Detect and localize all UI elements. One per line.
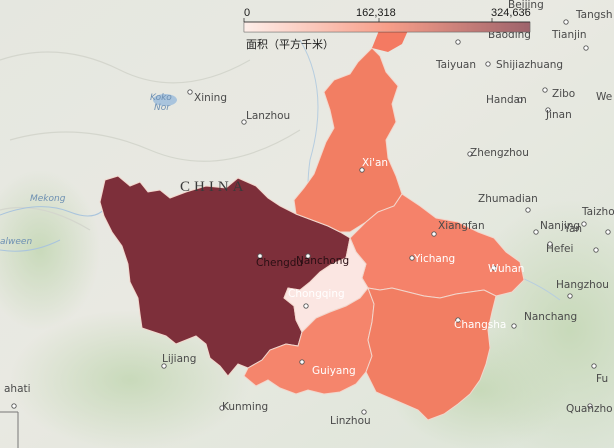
legend: 0 162,318 324,636 面积（平方千米） — [243, 7, 531, 51]
legend-overlay — [244, 22, 530, 32]
city-markers — [11, 19, 611, 415]
city-label-guiyang: Guiyang — [312, 365, 356, 377]
city-label-fuzhou: Fu — [596, 373, 608, 385]
city-label-linzhou: Linzhou — [330, 415, 371, 427]
city-label-xian: Xi'an — [362, 157, 388, 169]
region-hunan[interactable] — [365, 287, 497, 421]
city-label-taizhou: Taizho — [581, 206, 614, 218]
water-label-koko: Koko — [150, 93, 172, 103]
city-label-shijiazhuang: Shijiazhuang — [496, 59, 563, 71]
country-label: CHINA — [180, 179, 248, 195]
basemap-vegetation — [0, 170, 100, 330]
city-label-lijiang: Lijiang — [162, 353, 196, 365]
city-label-hangzhou: Hangzhou — [556, 279, 609, 291]
city-label-weifang: We — [596, 91, 612, 103]
city-label-chengdu: Chengdu — [256, 257, 303, 269]
city-label-zhengzhou: Zhengzhou — [470, 147, 529, 159]
city-label-nanchong: Nanchong — [296, 255, 349, 267]
city-label-yangzhou-partial: Yan — [563, 223, 582, 235]
city-label-yichang: Yichang — [413, 253, 455, 265]
city-label-taiyuan: Taiyuan — [435, 59, 476, 71]
city-label-xiangfan: Xiangfan — [438, 220, 485, 232]
city-label-kunming: Kunming — [222, 401, 268, 413]
city-label-lanzhou: Lanzhou — [246, 110, 290, 122]
legend-title: 面积（平方千米） — [246, 37, 334, 51]
legend-tick-label-2: 324,636 — [491, 7, 531, 19]
city-label-quanzhou: Quanzho — [566, 403, 613, 415]
region-shaanxi-north[interactable] — [372, 26, 410, 52]
water-label-nor: Nor — [154, 103, 171, 113]
city-label-nanchang: Nanchang — [524, 311, 577, 323]
city-label-hefei: Hefei — [546, 243, 573, 255]
lake-koko-nor — [153, 94, 177, 106]
city-label-chongqing: Chongqing — [288, 288, 345, 300]
legend-tick-label-1: 162,318 — [356, 7, 396, 19]
region-guizhou[interactable] — [243, 287, 375, 395]
city-label-changsha: Changsha — [454, 319, 506, 331]
city-label-jinan: Jinan — [545, 109, 572, 121]
region-shaanxi[interactable] — [293, 47, 403, 233]
city-label-nanjing: Nanjing — [540, 220, 580, 232]
city-label-beijing: Beijing — [508, 0, 544, 11]
river-salween — [0, 239, 61, 252]
basemap-vegetation — [10, 310, 250, 448]
city-label-guwahati: ahati — [4, 383, 31, 395]
legend-tick-label-0: 0 — [244, 7, 250, 19]
terrain-relief — [0, 51, 301, 231]
city-label-tangshan: Tangsh — [575, 9, 613, 21]
city-label-tianjin: Tianjin — [551, 29, 587, 41]
city-label-zhumadian: Zhumadian — [478, 193, 538, 205]
river-mekong — [0, 199, 111, 217]
scale-bar — [0, 411, 19, 448]
water-label-mekong: Mekong — [30, 194, 66, 204]
city-label-handan: Handan — [486, 94, 527, 106]
city-label-xining: Xining — [194, 92, 227, 104]
water-label-salween: alween — [0, 237, 32, 247]
city-label-zibo: Zibo — [552, 88, 575, 100]
region-chongqing[interactable] — [283, 236, 369, 333]
city-label-wuhan: Wuhan — [488, 263, 524, 275]
